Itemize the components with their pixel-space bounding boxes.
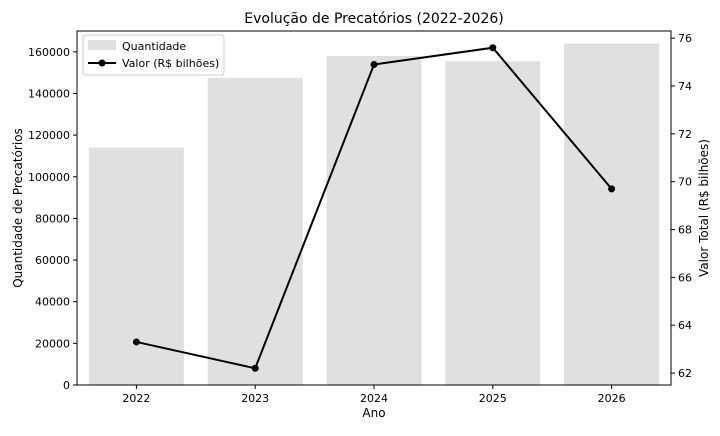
left-tick-label: 120000: [28, 129, 70, 142]
right-axis: 62 64 66 68 70 72 74 76: [671, 32, 692, 380]
x-tick-label: 2023: [241, 392, 269, 405]
x-tick-label: 2025: [479, 392, 507, 405]
right-axis-label: Valor Total (R$ bilhões): [697, 139, 711, 277]
right-tick-label: 76: [678, 32, 692, 45]
legend-bar-label: Quantidade: [122, 40, 186, 53]
bar-2025: [445, 61, 541, 385]
line-layer: [132, 44, 616, 372]
right-tick-label: 74: [678, 80, 692, 93]
right-tick-label: 62: [678, 367, 692, 380]
left-axis: 0 20000 40000 60000 80000 100000 120000 140000 1…: [28, 46, 77, 392]
left-tick-label: 60000: [35, 254, 70, 267]
bars-layer: [88, 43, 660, 386]
bar-2024: [326, 55, 422, 386]
left-tick-label: 0: [63, 379, 70, 392]
value-point-2026: [608, 185, 616, 193]
left-tick-label: 160000: [28, 46, 70, 59]
right-tick-label: 70: [678, 176, 692, 189]
value-point-2024: [370, 60, 378, 68]
left-tick-label: 20000: [35, 337, 70, 350]
left-tick-label: 140000: [28, 87, 70, 100]
right-tick-label: 68: [678, 224, 692, 237]
chart-title: Evolução de Precatórios (2022-2026): [244, 11, 503, 27]
x-tick-label: 2026: [598, 392, 626, 405]
x-tick-label: 2024: [360, 392, 388, 405]
left-tick-label: 100000: [28, 171, 70, 184]
right-tick-label: 66: [678, 271, 692, 284]
x-tick-label: 2022: [122, 392, 150, 405]
legend-line-marker: [98, 59, 106, 67]
value-point-2025: [489, 44, 497, 52]
legend: Quantidade Valor (R$ bilhões): [82, 34, 225, 76]
value-point-2023: [251, 364, 259, 372]
left-tick-label: 40000: [35, 296, 70, 309]
legend-box: [82, 34, 225, 76]
legend-bar-swatch: [88, 40, 116, 50]
x-axis: 2022 2023 2024 2025 2026: [122, 385, 626, 405]
bar-2023: [207, 77, 303, 386]
left-axis-label: Quantidade de Precatórios: [11, 128, 25, 288]
legend-line-label: Valor (R$ bilhões): [122, 57, 219, 70]
right-tick-label: 72: [678, 128, 692, 141]
bar-2026: [564, 43, 660, 386]
left-tick-label: 80000: [35, 212, 70, 225]
x-axis-label: Ano: [362, 406, 385, 420]
value-point-2022: [132, 338, 140, 346]
right-tick-label: 64: [678, 319, 692, 332]
